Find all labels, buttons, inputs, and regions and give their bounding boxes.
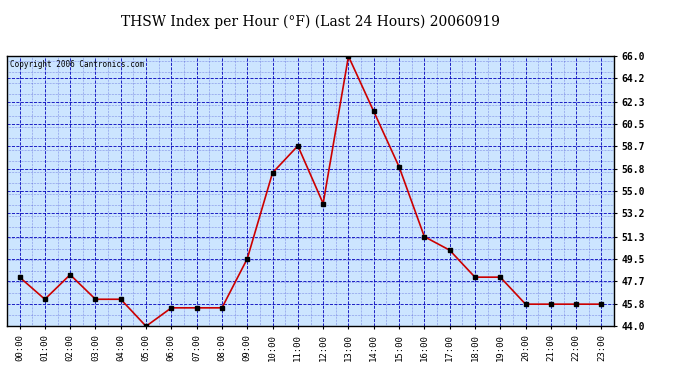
- Text: THSW Index per Hour (°F) (Last 24 Hours) 20060919: THSW Index per Hour (°F) (Last 24 Hours)…: [121, 15, 500, 29]
- Text: Copyright 2006 Cantronics.com: Copyright 2006 Cantronics.com: [10, 60, 144, 69]
